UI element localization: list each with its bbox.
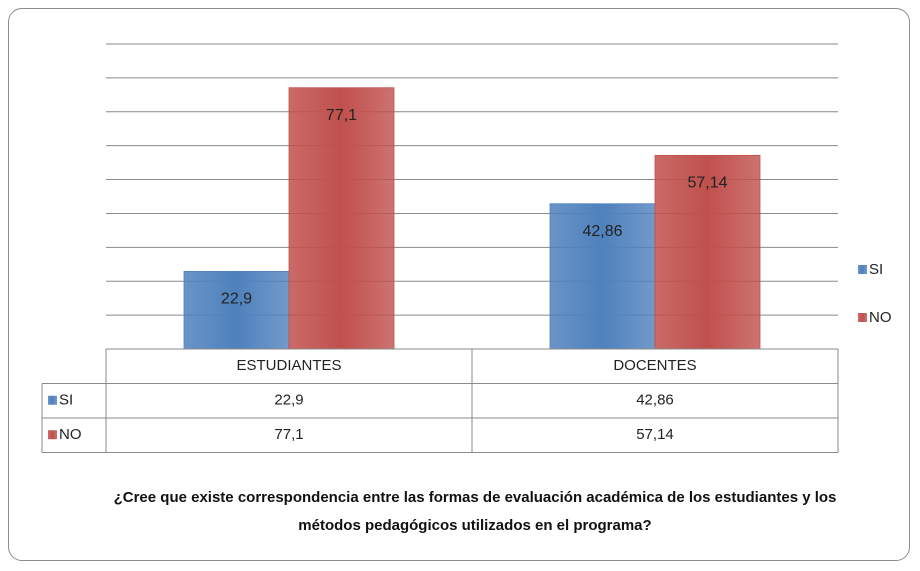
chart-title: ¿Cree que existe correspondencia entre l… [113, 489, 837, 534]
chart-frame [8, 8, 910, 561]
table-legend-key [48, 395, 57, 405]
x-tick-label: DOCENTES [613, 357, 696, 374]
data-label: 77,1 [326, 107, 357, 124]
table-row-label: NO [59, 426, 82, 443]
bar [288, 87, 395, 350]
bar [183, 270, 290, 350]
table-cell: 42,86 [636, 392, 674, 409]
table-cell: 77,1 [274, 426, 303, 443]
table-legend-key [48, 430, 57, 440]
legend-key [858, 313, 867, 322]
bar [549, 203, 656, 350]
legend-label: NO [869, 309, 892, 326]
table-cell: 57,14 [636, 426, 674, 443]
bar [654, 154, 761, 350]
legend-key [858, 265, 867, 274]
data-label: 22,9 [221, 291, 252, 308]
x-tick-label: ESTUDIANTES [236, 357, 341, 374]
data-label: 42,86 [582, 223, 622, 240]
table-row-label: SI [59, 392, 73, 409]
legend-label: SI [869, 261, 883, 278]
data-label: 57,14 [687, 175, 727, 192]
table-cell: 22,9 [274, 392, 303, 409]
